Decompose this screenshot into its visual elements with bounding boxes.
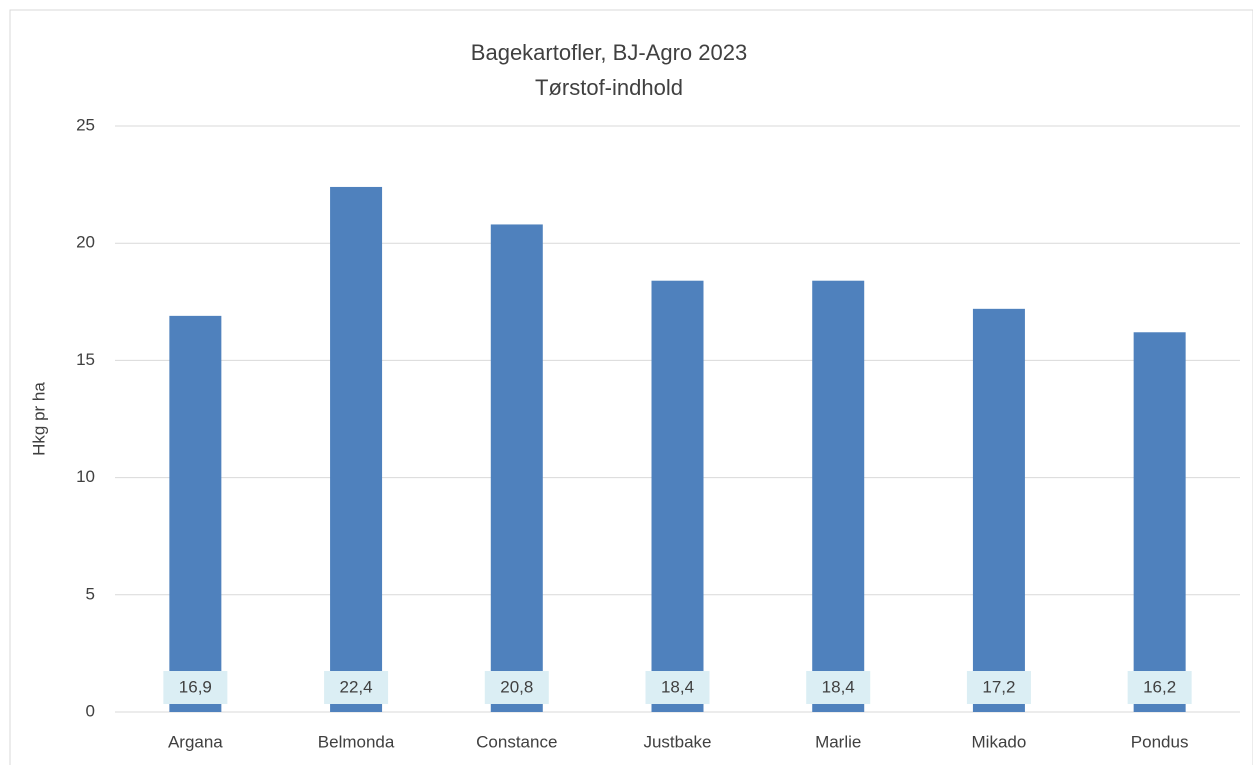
- bar: [330, 186, 383, 713]
- bar: [812, 280, 865, 712]
- value-label-box: [1127, 671, 1192, 704]
- value-label-box: [484, 671, 549, 704]
- value-label: 17,2: [982, 677, 1015, 696]
- value-label: 18,4: [661, 677, 694, 696]
- bar: [169, 315, 222, 712]
- y-tick-label: 5: [86, 584, 95, 603]
- x-tick-label: Constance: [476, 732, 557, 751]
- x-tick-label: Justbake: [643, 732, 711, 751]
- bar: [972, 308, 1025, 712]
- chart-subtitle: Tørstof-indhold: [535, 75, 683, 100]
- y-tick-label: 20: [76, 233, 95, 252]
- chart-title: Bagekartofler, BJ-Agro 2023: [471, 40, 747, 65]
- y-tick-label: 25: [76, 115, 95, 134]
- bar: [490, 224, 543, 712]
- bar: [651, 280, 704, 712]
- x-tick-label: Belmonda: [318, 732, 395, 751]
- value-label: 18,4: [822, 677, 855, 696]
- value-label-box: [806, 671, 871, 704]
- value-label-box: [966, 671, 1031, 704]
- value-label-box: [163, 671, 228, 704]
- bar: [1133, 332, 1186, 712]
- chart-frame: [9, 9, 1253, 765]
- y-tick-label: 0: [86, 701, 95, 720]
- value-label: 16,9: [179, 677, 212, 696]
- value-label: 20,8: [500, 677, 533, 696]
- value-label: 22,4: [340, 677, 373, 696]
- x-tick-label: Pondus: [1131, 732, 1189, 751]
- x-tick-label: Mikado: [972, 732, 1027, 751]
- value-label-box: [324, 671, 389, 704]
- x-tick-label: Marlie: [815, 732, 861, 751]
- x-tick-label: Argana: [168, 732, 223, 751]
- y-tick-label: 15: [76, 350, 95, 369]
- y-tick-label: 10: [76, 467, 95, 486]
- value-label-box: [645, 671, 710, 704]
- value-label: 16,2: [1143, 677, 1176, 696]
- y-axis-label: Hkg pr ha: [29, 382, 48, 456]
